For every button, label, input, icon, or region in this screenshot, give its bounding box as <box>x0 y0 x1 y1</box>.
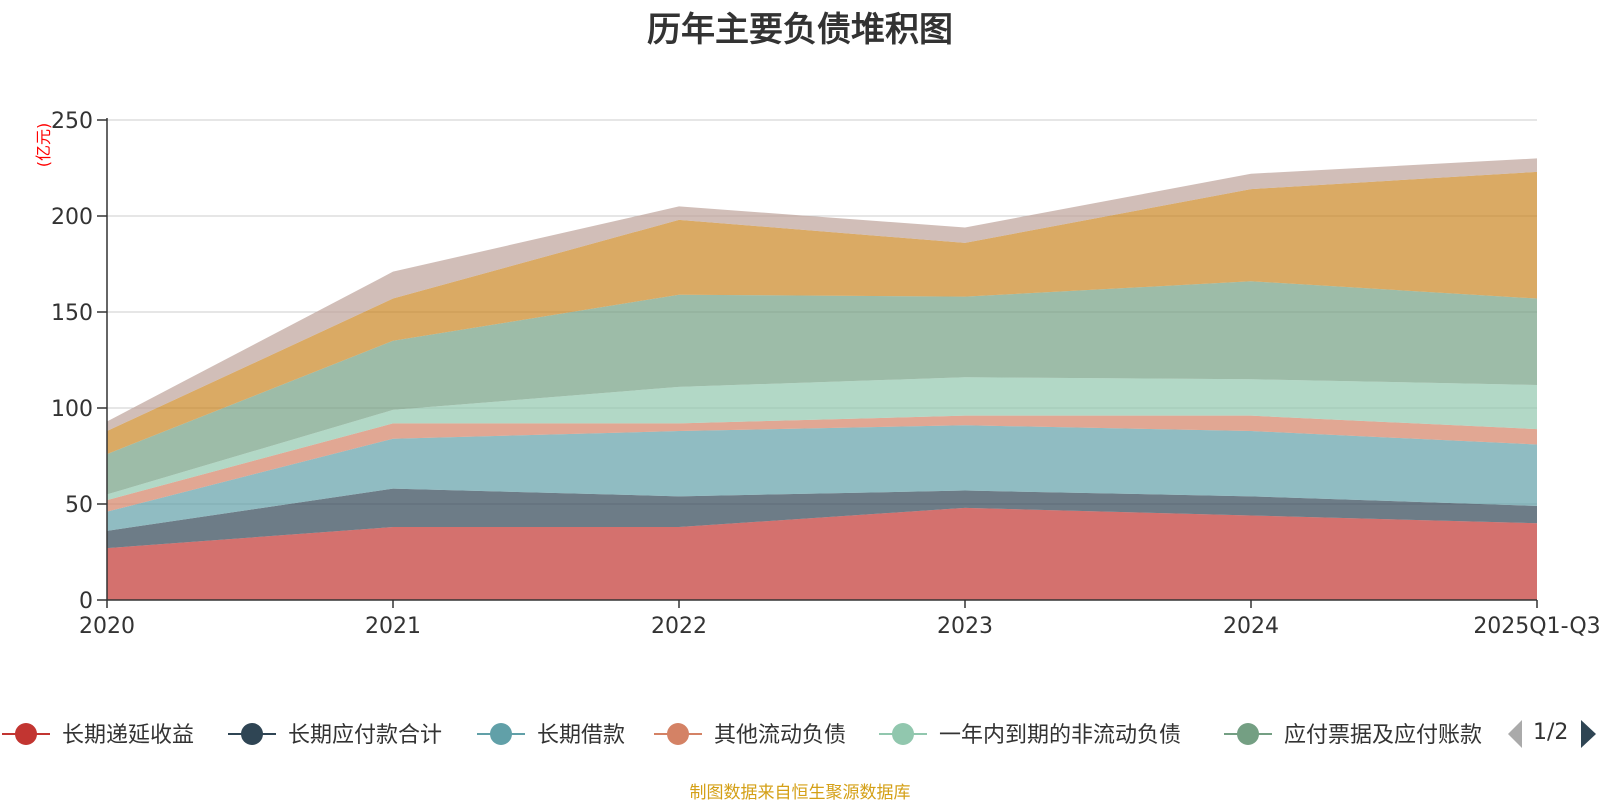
prev-page-icon[interactable] <box>1508 720 1522 748</box>
legend-item[interactable]: 长期应付款合计 <box>228 723 442 748</box>
area-长期应付款合计 <box>107 488 1537 549</box>
legend-item[interactable]: 长期递延收益 <box>2 723 194 748</box>
area-一年内到期的非流动负债 <box>107 377 1537 501</box>
legend-label: 长期应付款合计 <box>288 723 442 748</box>
legend-item[interactable]: 一年内到期的非流动负债 <box>879 723 1181 748</box>
legend-item[interactable]: 其他流动负债 <box>654 723 846 748</box>
data-source-note: 制图数据来自恒生聚源数据库 <box>689 783 911 803</box>
y-tick-label: 200 <box>51 205 93 230</box>
area-series <box>107 158 1537 600</box>
axes: 0 50 100 150 200 250 2020 2021 2022 2023 2024 2025Q… <box>51 109 1600 639</box>
legend-marker-dot <box>667 723 689 745</box>
y-tick-label: 0 <box>79 589 93 614</box>
area-应付职工薪酬 <box>107 158 1537 432</box>
x-tick-label: 2021 <box>365 614 421 639</box>
legend-marker-dot <box>241 723 263 745</box>
legend-label: 一年内到期的非流动负债 <box>939 723 1181 748</box>
legend-label: 应付票据及应付账款 <box>1284 723 1482 748</box>
y-tick-label: 100 <box>51 397 93 422</box>
y-tick-label: 50 <box>65 493 93 518</box>
area-长期借款 <box>107 425 1537 531</box>
x-tick-label: 2024 <box>1223 614 1279 639</box>
area-应付票据及应付账款 <box>107 281 1537 495</box>
y-axis-label: (亿元) <box>34 123 53 168</box>
legend: 长期递延收益 长期应付款合计 长期借款 其他流动负债 一年内到期的非流动负债 应付票据及应… <box>2 723 1482 748</box>
legend-pager[interactable]: 1/2 <box>1508 714 1598 754</box>
legend-marker-dot <box>892 723 914 745</box>
legend-label: 长期递延收益 <box>62 723 194 748</box>
legend-item[interactable]: 应付票据及应付账款 <box>1224 723 1482 748</box>
legend-marker-dot <box>15 723 37 745</box>
legend-label: 长期借款 <box>537 723 625 748</box>
x-tick-label: 2025Q1-Q3 <box>1473 614 1600 639</box>
legend-marker-dot <box>1237 723 1259 745</box>
chart-title: 历年主要负债堆积图 <box>647 10 953 50</box>
area-合同负债 <box>107 171 1537 455</box>
x-tick-label: 2020 <box>79 614 135 639</box>
legend-page-indicator: 1/2 <box>1533 720 1569 745</box>
next-page-icon[interactable] <box>1581 720 1596 748</box>
y-tick-label: 150 <box>51 301 93 326</box>
legend-items: 长期递延收益 长期应付款合计 长期借款 其他流动负债 一年内到期的非流动负债 应付票据及应… <box>2 723 1482 748</box>
legend-marker-dot <box>490 723 512 745</box>
y-tick-label: 250 <box>51 109 93 134</box>
x-tick-label: 2022 <box>651 614 707 639</box>
legend-item[interactable]: 长期借款 <box>477 723 625 748</box>
legend-label: 其他流动负债 <box>714 723 846 748</box>
x-tick-label: 2023 <box>937 614 993 639</box>
area-长期递延收益 <box>107 507 1537 600</box>
area-其他流动负债 <box>107 415 1537 512</box>
